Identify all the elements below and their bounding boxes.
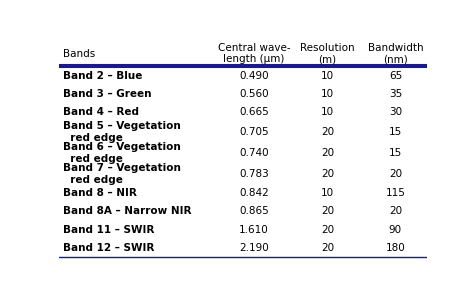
Text: 0.560: 0.560 xyxy=(239,89,269,99)
Text: 20: 20 xyxy=(321,169,334,179)
Text: 15: 15 xyxy=(389,148,402,158)
Text: 0.705: 0.705 xyxy=(239,127,269,137)
Text: 10: 10 xyxy=(321,89,334,99)
Text: 35: 35 xyxy=(389,89,402,99)
Text: Bandwidth
(nm): Bandwidth (nm) xyxy=(367,43,423,65)
Text: 10: 10 xyxy=(321,71,334,81)
Text: 65: 65 xyxy=(389,71,402,81)
Text: 0.740: 0.740 xyxy=(239,148,269,158)
Text: 10: 10 xyxy=(321,107,334,118)
Text: Central wave-
length (μm): Central wave- length (μm) xyxy=(218,43,290,65)
Text: 20: 20 xyxy=(321,148,334,158)
Text: Bands: Bands xyxy=(63,49,95,59)
Text: 0.665: 0.665 xyxy=(239,107,269,118)
Text: Band 5 – Vegetation
  red edge: Band 5 – Vegetation red edge xyxy=(63,121,181,143)
Text: 10: 10 xyxy=(321,189,334,198)
Text: 20: 20 xyxy=(321,207,334,216)
Text: Band 6 – Vegetation
  red edge: Band 6 – Vegetation red edge xyxy=(63,142,181,164)
Text: Band 2 – Blue: Band 2 – Blue xyxy=(63,71,142,81)
Text: 0.842: 0.842 xyxy=(239,189,269,198)
Text: Band 8A – Narrow NIR: Band 8A – Narrow NIR xyxy=(63,207,191,216)
Text: 0.490: 0.490 xyxy=(239,71,269,81)
Text: 20: 20 xyxy=(321,225,334,234)
Text: 20: 20 xyxy=(389,169,402,179)
Text: 2.190: 2.190 xyxy=(239,243,269,252)
Text: 0.783: 0.783 xyxy=(239,169,269,179)
Text: 90: 90 xyxy=(389,225,402,234)
Text: 30: 30 xyxy=(389,107,402,118)
Text: 180: 180 xyxy=(385,243,405,252)
Text: Band 11 – SWIR: Band 11 – SWIR xyxy=(63,225,155,234)
Text: Band 7 – Vegetation
  red edge: Band 7 – Vegetation red edge xyxy=(63,163,181,185)
Text: Band 12 – SWIR: Band 12 – SWIR xyxy=(63,243,155,252)
Text: Band 4 – Red: Band 4 – Red xyxy=(63,107,139,118)
Text: 20: 20 xyxy=(389,207,402,216)
Text: 20: 20 xyxy=(321,243,334,252)
Text: Resolution
(m): Resolution (m) xyxy=(300,43,355,65)
Text: 115: 115 xyxy=(385,189,405,198)
Text: Band 8 – NIR: Band 8 – NIR xyxy=(63,189,137,198)
Text: Band 3 – Green: Band 3 – Green xyxy=(63,89,151,99)
Text: 1.610: 1.610 xyxy=(239,225,269,234)
Text: 15: 15 xyxy=(389,127,402,137)
Text: 20: 20 xyxy=(321,127,334,137)
Text: 0.865: 0.865 xyxy=(239,207,269,216)
